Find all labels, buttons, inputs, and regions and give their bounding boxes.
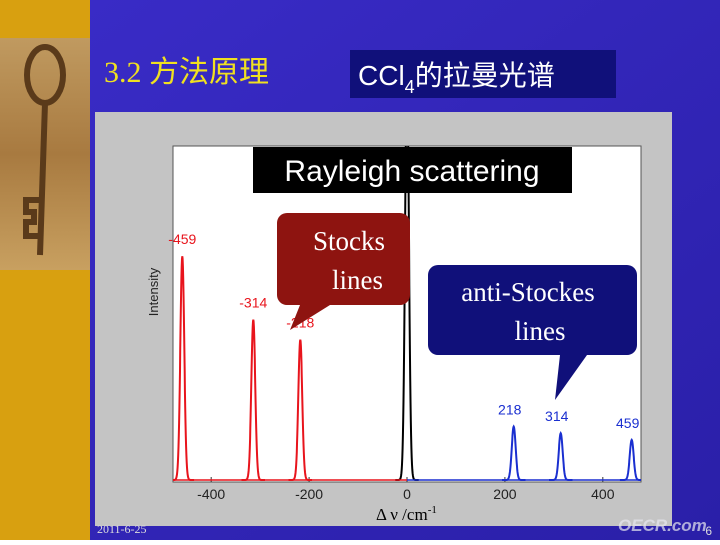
peak-label: 314 — [545, 408, 569, 424]
footer-date: 2011-6-25 — [97, 522, 147, 536]
page-number: 6 — [705, 524, 712, 538]
heading-box — [350, 50, 616, 98]
peak-label: -459 — [168, 231, 196, 247]
heading-rest: 的拉曼光谱 — [415, 59, 555, 92]
anti-stokes-label: lines — [515, 316, 566, 346]
footer-logo: OECR.com — [618, 516, 707, 535]
key-icon — [23, 44, 66, 256]
heading-main: CCl — [358, 60, 405, 91]
x-tick-label: -400 — [197, 486, 225, 502]
x-tick-label: 0 — [403, 486, 411, 502]
anti-stokes-label: anti-Stockes — [461, 277, 594, 307]
x-tick-label: 400 — [591, 486, 615, 502]
peak-label: 218 — [498, 402, 522, 418]
peak-label: -314 — [239, 295, 267, 311]
stokes-label: Stocks — [313, 226, 385, 256]
heading: CCl4的拉曼光谱 — [358, 59, 555, 97]
x-label-sup: -1 — [428, 504, 437, 516]
stokes-label: lines — [332, 265, 383, 295]
x-label-main: Δ ν /cm — [376, 505, 428, 524]
stokes-callout — [277, 213, 410, 330]
peak-label: 459 — [616, 415, 640, 431]
heading-sub: 4 — [405, 77, 415, 97]
rayleigh-label: Rayleigh scattering — [284, 155, 539, 188]
x-tick-label: -200 — [295, 486, 323, 502]
x-axis-label: Δ ν /cm-1 — [376, 504, 437, 524]
slide-title: 3.2 方法原理 — [104, 56, 269, 89]
y-axis-label: Intensity — [146, 267, 161, 316]
x-tick-label: 200 — [493, 486, 517, 502]
anti-stokes-callout — [428, 265, 637, 400]
rayleigh-callout — [253, 147, 572, 193]
peaks — [173, 146, 641, 481]
